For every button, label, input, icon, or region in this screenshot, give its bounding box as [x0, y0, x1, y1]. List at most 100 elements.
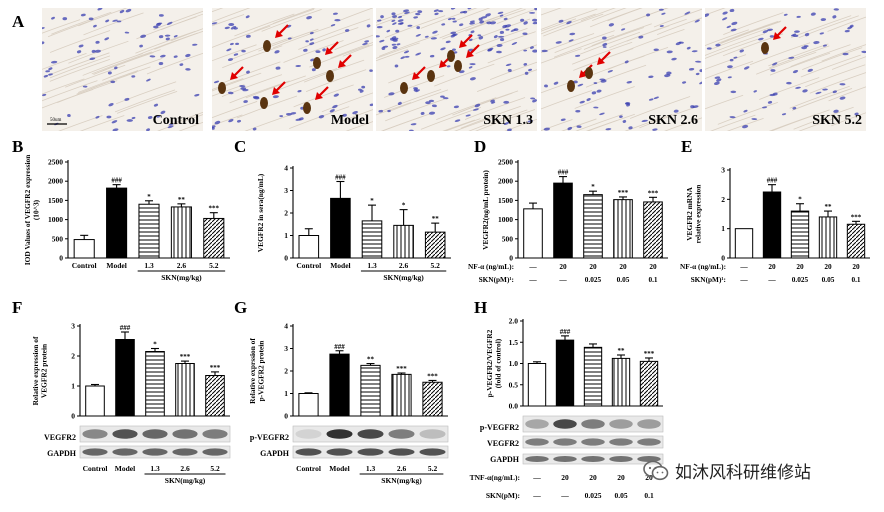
y-axis-label: Relative expression of	[31, 336, 40, 405]
significance-label: ***	[644, 350, 655, 358]
y-tick-label: 0.0	[509, 402, 519, 411]
blot-band	[202, 448, 228, 456]
blot-band	[295, 429, 322, 439]
y-tick-label: 1000	[48, 215, 63, 224]
bar	[106, 187, 128, 259]
y-tick-label: 4	[284, 164, 288, 173]
bar	[818, 216, 838, 259]
y-tick-label: 0	[59, 254, 63, 263]
blot-label: VEGFR2	[44, 433, 76, 442]
row-value: 0.05	[617, 275, 630, 284]
blot-band	[326, 448, 353, 456]
x-tick-label: Model	[329, 464, 349, 473]
blot-label: p-VEGFR2	[250, 433, 289, 442]
y-tick-label: 1.0	[509, 359, 519, 368]
panel-letter-f: F	[12, 298, 23, 317]
wechat-icon	[643, 460, 669, 482]
y-tick-label: 1	[284, 231, 288, 240]
significance-label: *	[153, 341, 157, 349]
group-label: SKN(mg/kg)	[383, 273, 424, 282]
significance-label: ***	[180, 353, 191, 361]
significance-label: *	[402, 202, 406, 210]
blot-band	[112, 448, 138, 456]
bar	[73, 239, 95, 259]
row-value: 0.025	[792, 275, 809, 284]
y-tick-label: 2	[284, 209, 288, 218]
panel-letter-d: D	[474, 137, 487, 156]
blot-band	[112, 429, 138, 439]
y-tick-label: 3	[284, 344, 288, 353]
x-tick-label: 5.2	[428, 464, 438, 473]
x-tick-label: 2.6	[177, 261, 187, 270]
blot-band	[82, 448, 108, 456]
blot-band	[637, 456, 661, 462]
row-value: 20	[559, 262, 567, 271]
chart-g: Relative exprssion of p-VEGFR2 protein 0 1 2…	[248, 322, 449, 485]
row-label-skn: SKN(pM):	[486, 491, 520, 500]
blot-band	[553, 419, 577, 429]
y-tick-label: 1500	[498, 196, 513, 205]
bar	[583, 346, 603, 407]
micrograph-label: SKN 2.6	[648, 113, 698, 128]
row-value: —	[532, 491, 541, 500]
watermark-text: 如沐风科研维修站	[675, 463, 811, 483]
y-axis-label: p-VEGFR2/VEGFR2	[485, 329, 494, 397]
y-tick-label: 1	[71, 382, 75, 391]
blot-band	[525, 438, 549, 446]
blot-band	[295, 448, 322, 456]
y-tick-label: 0	[284, 412, 288, 421]
row-label-skn: SKN(pM)¹:	[479, 275, 514, 284]
panel-letter-a: A	[12, 12, 25, 31]
y-tick-label: 2	[71, 352, 75, 361]
blot-band	[581, 456, 605, 462]
y-axis-label: (10^3)	[32, 199, 41, 220]
micrograph-3: SKN 1.3	[376, 8, 537, 131]
x-tick-label: Control	[296, 261, 321, 270]
y-tick-label: 1	[721, 224, 725, 233]
row-value: 20	[796, 262, 804, 271]
tissue-image	[212, 8, 373, 131]
blot-band	[142, 429, 168, 439]
blot-band	[172, 429, 198, 439]
row-value: 20	[645, 473, 653, 482]
x-tick-label: Model	[330, 261, 350, 270]
row-value: 0.025	[585, 275, 602, 284]
y-tick-label: 0	[284, 254, 288, 263]
bar	[170, 206, 192, 259]
blot-label: GAPDH	[47, 449, 77, 458]
significance-label: ###	[558, 169, 569, 177]
row-value: 0.1	[648, 275, 657, 284]
row-value: 0.1	[644, 491, 654, 500]
bar	[205, 375, 225, 417]
panel-letter-b: B	[12, 137, 24, 156]
y-axis-label: VEGFR2(ng/mL protein)	[481, 170, 490, 250]
significance-label: ###	[120, 324, 131, 332]
y-tick-label: 1	[284, 389, 288, 398]
bar	[298, 393, 319, 417]
x-tick-label: 2.6	[397, 464, 407, 473]
significance-label: ###	[767, 177, 778, 185]
row-value: —	[528, 275, 537, 284]
x-tick-label: Control	[83, 464, 108, 473]
row-value: 20	[619, 262, 627, 271]
blot-band	[525, 419, 549, 429]
significance-label: **	[432, 215, 440, 223]
blot-label: GAPDH	[490, 455, 520, 464]
bar	[613, 199, 633, 259]
bar	[790, 210, 810, 259]
bar	[175, 363, 195, 417]
panel-letter-c: C	[234, 137, 247, 156]
blot-band	[82, 429, 108, 439]
tissue-image	[705, 8, 866, 131]
bar	[424, 231, 446, 259]
chart-b: IOD Values of VEGFR2 expression (10^3) 0 50…	[23, 155, 230, 282]
blot-band	[142, 448, 168, 456]
row-value: 0.05	[614, 491, 627, 500]
row-value: 0.025	[585, 491, 602, 500]
y-tick-label: 0	[721, 254, 725, 263]
significance-label: ***	[210, 364, 221, 372]
blot-label: p-VEGFR2	[480, 423, 519, 432]
y-axis-label: VEGFR2 in sera(ng/mL)	[256, 173, 265, 252]
row-label-skn: SKN(pM)¹:	[691, 275, 726, 284]
scale-bar-label: 50um	[50, 118, 62, 123]
